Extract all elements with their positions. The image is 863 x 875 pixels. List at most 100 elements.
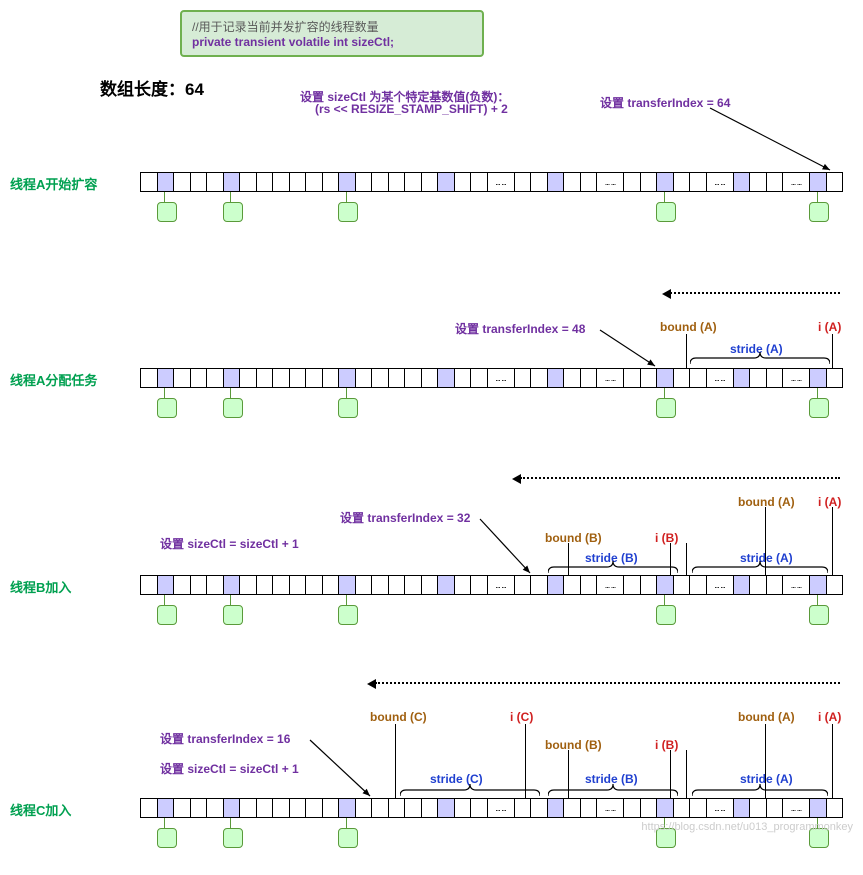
array-cell [206,575,224,595]
array-cell [173,798,191,818]
array-cell [563,798,581,818]
array-cell [206,798,224,818]
array-cell [454,798,472,818]
annotation: (rs << RESIZE_STAMP_SHIFT) + 2 [315,102,508,116]
array-cell [289,172,307,192]
node-link [664,388,665,398]
array-cell [305,368,323,388]
array-cell [547,368,565,388]
array-cell: ... ... [706,798,734,818]
array-cell [239,798,257,818]
array-cell [580,575,598,595]
array-cell [809,575,827,595]
array-cell [826,368,844,388]
array-cell [563,368,581,388]
array-cell [733,575,751,595]
array-cell [640,172,658,192]
array-cell [355,798,373,818]
node-link [164,595,165,605]
array-cell [514,798,532,818]
array-cell [749,575,767,595]
tick-mark [395,724,396,798]
node-link [346,595,347,605]
array-cell [809,368,827,388]
array-cell [289,798,307,818]
annotation: i (A) [818,320,841,334]
linked-node [338,605,358,625]
linked-node [157,398,177,418]
linked-node [223,605,243,625]
code-box: //用于记录当前并发扩容的线程数量 private transient vola… [180,10,484,57]
array-cell: ... ... [487,172,515,192]
array-cell [547,798,565,818]
linked-node [656,605,676,625]
array-cell [826,798,844,818]
array-cell [826,172,844,192]
array-cell [256,368,274,388]
array-cell [580,172,598,192]
tick-mark [686,334,687,368]
array-cell [140,172,158,192]
array-cell [656,575,674,595]
section-s2: 线程A分配任务设置 transferIndex = 48bound (A)i (… [10,290,863,445]
array-cell [322,798,340,818]
array-cell [733,172,751,192]
annotation: 设置 transferIndex = 32 [340,509,470,526]
array-cell [733,368,751,388]
brace [400,784,540,798]
array-cell [826,575,844,595]
node-link [817,388,818,398]
side-label: 线程A开始扩容 [10,177,97,192]
direction-arrow [520,477,840,479]
array-cell [388,575,406,595]
array-cell [470,172,488,192]
array-cell [256,798,274,818]
array-cell [437,798,455,818]
node-link [164,192,165,202]
array-cell [206,172,224,192]
tick-mark [832,724,833,798]
array-cell [689,798,707,818]
array-cell [190,798,208,818]
array-cell: ... ... [706,172,734,192]
code-line: private transient volatile int sizeCtl; [192,35,472,49]
linked-node [656,398,676,418]
array-cell [157,798,175,818]
array-cell: ... ... [596,575,624,595]
array-cell [514,368,532,388]
array-cell [173,172,191,192]
array-cell [809,172,827,192]
annotation: 设置 sizeCtl = sizeCtl + 1 [160,760,299,777]
array-cell [563,575,581,595]
tick-mark [686,543,687,575]
array-cell [547,575,565,595]
array-cell [190,575,208,595]
array-cell [404,575,422,595]
tick-mark [686,750,687,798]
array-cell [547,172,565,192]
array-cell [371,172,389,192]
array-cell [404,368,422,388]
array-cell [640,798,658,818]
linked-node [223,828,243,848]
array-cell [256,575,274,595]
section-s4: 线程C加入bound (C)i (C)bound (A)i (A)设置 tran… [10,680,863,865]
array-cell [289,575,307,595]
array-cell [206,368,224,388]
annotation: bound (A) [660,320,717,334]
array-cell [239,368,257,388]
watermark: https://blog.csdn.net/u013_programmonkey [641,821,853,833]
array-cell [470,798,488,818]
array-cell [305,575,323,595]
array-cell [173,575,191,595]
array-cell [157,172,175,192]
linked-node [157,828,177,848]
array-cell [733,798,751,818]
brace [692,784,828,798]
array-cell [140,368,158,388]
array-cell [454,368,472,388]
array-cell [371,798,389,818]
array-cell: ... ... [487,368,515,388]
array-cell: ... ... [782,368,810,388]
array-cell [190,368,208,388]
